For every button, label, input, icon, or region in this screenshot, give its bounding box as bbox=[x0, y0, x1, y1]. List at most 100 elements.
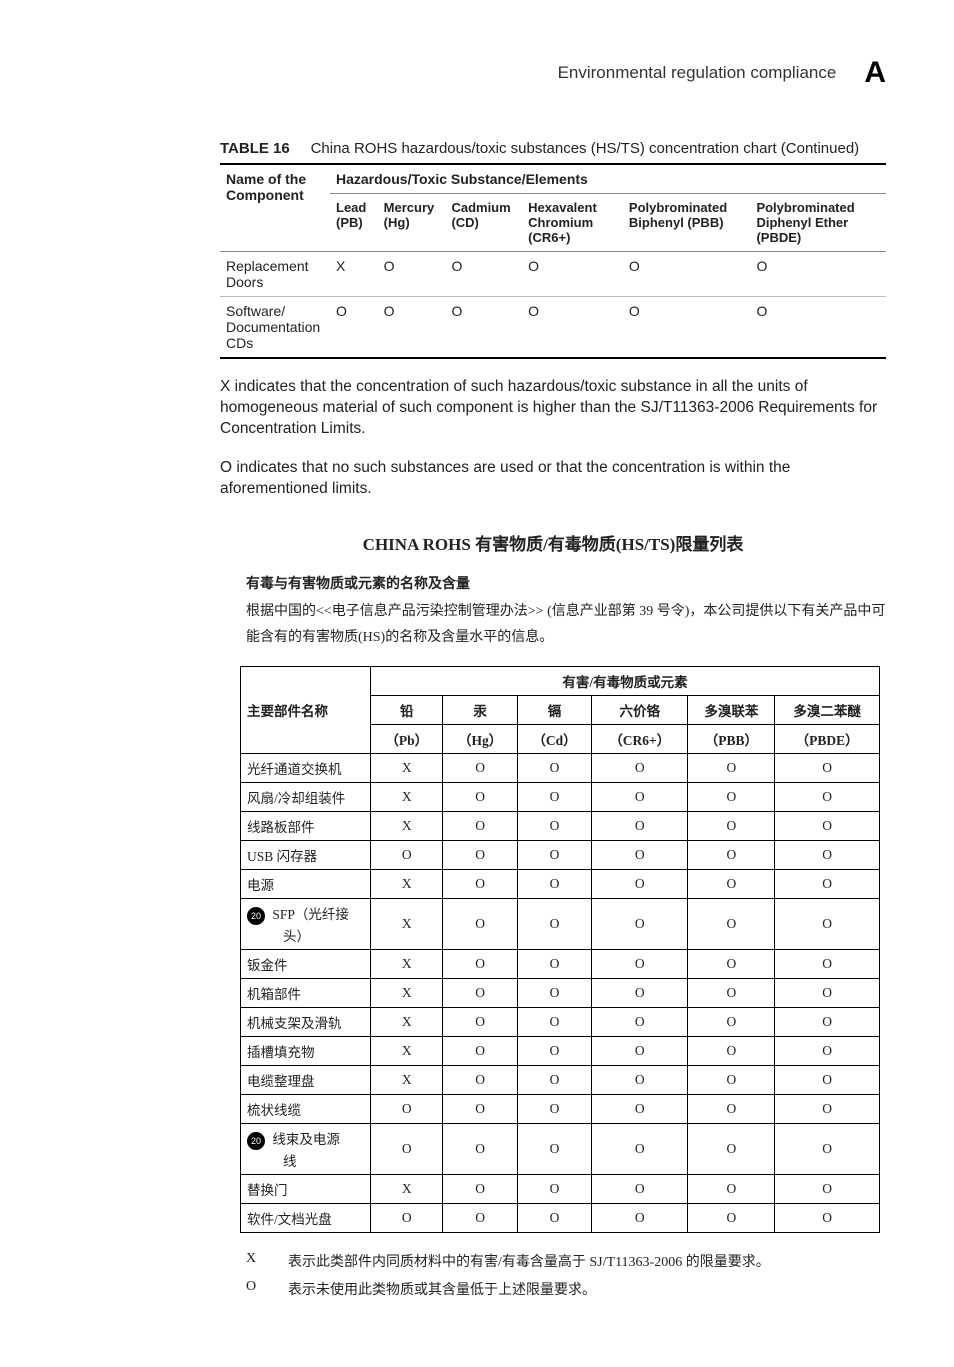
cn-cell: O bbox=[517, 869, 591, 898]
cn-subcol-top: 镉 bbox=[517, 695, 591, 724]
cn-row-name-line2: 头） bbox=[247, 925, 364, 945]
cn-row: 电缆整理盘XOOOOO bbox=[241, 1065, 880, 1094]
cn-cell: O bbox=[443, 869, 517, 898]
cn-cell: O bbox=[688, 1094, 775, 1123]
table16-cell: O bbox=[623, 252, 751, 297]
cn-legend-x-text: 表示此类部件内同质材料中的有害/有毒含量高于 SJ/T11363-2006 的限… bbox=[288, 1251, 770, 1271]
table16-subcol: Hexavalent Chromium (CR6+) bbox=[522, 194, 623, 252]
cn-cell: O bbox=[775, 898, 880, 949]
cn-cell: O bbox=[775, 1094, 880, 1123]
table16-subcol: Polybrominated Biphenyl (PBB) bbox=[623, 194, 751, 252]
cn-legend-x: X 表示此类部件内同质材料中的有害/有毒含量高于 SJ/T11363-2006 … bbox=[246, 1251, 886, 1271]
cn-cell: O bbox=[517, 1094, 591, 1123]
cn-row-name: SFP（光纤接头） bbox=[241, 898, 371, 949]
cn-cell: X bbox=[371, 869, 443, 898]
cn-cell: O bbox=[775, 782, 880, 811]
cn-cell: O bbox=[371, 1094, 443, 1123]
cn-row: 机箱部件XOOOOO bbox=[241, 978, 880, 1007]
cn-row-name: 钣金件 bbox=[241, 949, 371, 978]
cn-cell: O bbox=[592, 1203, 688, 1232]
cn-subheading: 有毒与有害物质或元素的名称及含量 bbox=[246, 573, 886, 593]
cn-row: 插槽填充物XOOOOO bbox=[241, 1036, 880, 1065]
cn-row-name: 机械支架及滑轨 bbox=[241, 1007, 371, 1036]
cn-cell: O bbox=[592, 978, 688, 1007]
cn-cell: O bbox=[371, 1203, 443, 1232]
table16-cell: O bbox=[378, 252, 446, 297]
cn-cell: O bbox=[443, 978, 517, 1007]
cn-cell: O bbox=[443, 898, 517, 949]
cn-subcol-bot: （PBB） bbox=[688, 724, 775, 753]
cn-legend-x-sym: X bbox=[246, 1251, 264, 1271]
cn-table: 主要部件名称 有害/有毒物质或元素 铅汞镉六价铬多溴联苯多溴二苯醚 （Pb）（H… bbox=[240, 666, 880, 1233]
cn-cell: O bbox=[688, 811, 775, 840]
cn-cell: O bbox=[592, 840, 688, 869]
cn-cell: O bbox=[371, 1123, 443, 1174]
cn-legend-o-sym: O bbox=[246, 1279, 264, 1299]
cn-cell: X bbox=[371, 898, 443, 949]
cn-cell: O bbox=[688, 1036, 775, 1065]
cn-cell: O bbox=[517, 949, 591, 978]
epup-20-icon bbox=[247, 1132, 265, 1150]
cn-cell: O bbox=[688, 1174, 775, 1203]
table16-cell: O bbox=[522, 252, 623, 297]
cn-row: 线路板部件XOOOOO bbox=[241, 811, 880, 840]
table16-cell: O bbox=[445, 252, 522, 297]
cn-cell: O bbox=[592, 1174, 688, 1203]
cn-cell: O bbox=[688, 949, 775, 978]
cn-cell: O bbox=[592, 1094, 688, 1123]
cn-cell: O bbox=[592, 1123, 688, 1174]
cn-cell: O bbox=[775, 978, 880, 1007]
cn-subcol-bot: （PBDE） bbox=[775, 724, 880, 753]
cn-row: 替换门XOOOOO bbox=[241, 1174, 880, 1203]
cn-cell: O bbox=[443, 811, 517, 840]
table16-row: Software/ Documentation CDsOOOOOO bbox=[220, 297, 886, 359]
cn-legend: X 表示此类部件内同质材料中的有害/有毒含量高于 SJ/T11363-2006 … bbox=[246, 1251, 886, 1299]
cn-cell: O bbox=[688, 1007, 775, 1036]
cn-row-name: 梳状线缆 bbox=[241, 1094, 371, 1123]
cn-cell: O bbox=[517, 782, 591, 811]
cn-cell: O bbox=[775, 1007, 880, 1036]
cn-legend-o-text: 表示未使用此类物质或其含量低于上述限量要求。 bbox=[288, 1279, 596, 1299]
table16-cell: O bbox=[445, 297, 522, 359]
table16-col-group: Hazardous/Toxic Substance/Elements bbox=[330, 164, 886, 194]
cn-intro: 根据中国的<<电子信息产品污染控制管理办法>> (信息产业部第 39 号令)，本… bbox=[246, 599, 886, 652]
cn-row: 光纤通道交换机XOOOOO bbox=[241, 753, 880, 782]
cn-cell: O bbox=[517, 811, 591, 840]
cn-cell: O bbox=[443, 840, 517, 869]
cn-cell: O bbox=[775, 1065, 880, 1094]
cn-cell: O bbox=[688, 978, 775, 1007]
cn-row: SFP（光纤接头）XOOOOO bbox=[241, 898, 880, 949]
cn-title: CHINA ROHS 有害物质/有毒物质(HS/TS)限量列表 bbox=[220, 530, 886, 555]
cn-cell: O bbox=[775, 753, 880, 782]
table16-subcol: Cadmium (CD) bbox=[445, 194, 522, 252]
table16-cell: O bbox=[522, 297, 623, 359]
cn-cell: O bbox=[775, 1123, 880, 1174]
cn-col-group: 有害/有毒物质或元素 bbox=[371, 666, 880, 695]
cn-cell: O bbox=[775, 869, 880, 898]
cn-cell: O bbox=[517, 840, 591, 869]
cn-subcol-bot: （Hg） bbox=[443, 724, 517, 753]
cn-cell: O bbox=[517, 898, 591, 949]
table16-caption: TABLE 16 China ROHS hazardous/toxic subs… bbox=[220, 140, 886, 157]
cn-cell: X bbox=[371, 1007, 443, 1036]
table16-label: TABLE 16 bbox=[220, 140, 290, 157]
cn-row-name: USB 闪存器 bbox=[241, 840, 371, 869]
cn-row: 梳状线缆OOOOOO bbox=[241, 1094, 880, 1123]
cn-cell: O bbox=[517, 978, 591, 1007]
cn-row-name: 线束及电源线 bbox=[241, 1123, 371, 1174]
cn-cell: O bbox=[517, 1203, 591, 1232]
cn-cell: O bbox=[688, 1123, 775, 1174]
cn-cell: O bbox=[592, 949, 688, 978]
cn-cell: X bbox=[371, 978, 443, 1007]
cn-subcol-top: 六价铬 bbox=[592, 695, 688, 724]
cn-cell: O bbox=[517, 1065, 591, 1094]
table16-col-name: Name of the Component bbox=[220, 164, 330, 252]
table16: Name of the Component Hazardous/Toxic Su… bbox=[220, 163, 886, 359]
cn-cell: O bbox=[443, 753, 517, 782]
cn-subcol-top: 铅 bbox=[371, 695, 443, 724]
cn-cell: O bbox=[775, 840, 880, 869]
cn-cell: O bbox=[688, 869, 775, 898]
cn-cell: O bbox=[592, 898, 688, 949]
table16-subcol: Mercury (Hg) bbox=[378, 194, 446, 252]
appendix-letter: A bbox=[864, 56, 886, 90]
